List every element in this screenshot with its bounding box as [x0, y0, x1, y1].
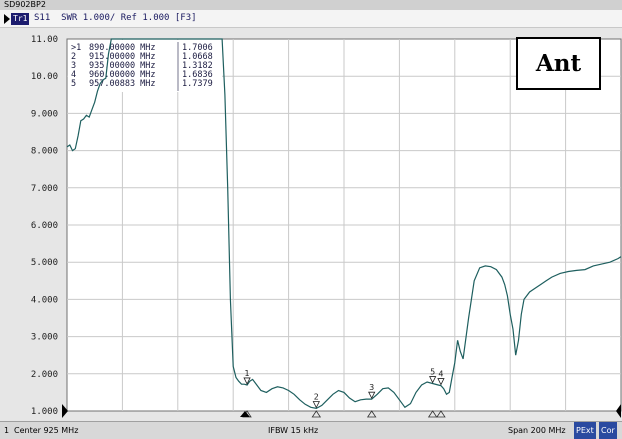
marker-axis-indicator	[436, 410, 446, 418]
marker-table: >1 890.00000 MHz 1.7006 2 915.00000 MHz 1.066…	[71, 42, 213, 91]
trace-settings[interactable]: S11 SWR 1.000/ Ref 1.000 [F3]	[34, 13, 197, 23]
marker-triangle	[243, 377, 251, 385]
marker-label: 3	[369, 383, 374, 392]
center-frequency[interactable]: Center 925 MHz	[14, 426, 79, 435]
y-tick-label: 6.000	[31, 221, 58, 231]
marker-axis-indicator	[366, 410, 377, 418]
marker-id: 5	[71, 79, 76, 89]
marker-frequency: 915.00000 MHz	[89, 52, 156, 62]
y-tick-label: 11.00	[31, 35, 58, 45]
marker-axis-indicator	[311, 410, 322, 418]
channel-number: 1	[4, 426, 10, 435]
marker-value: 1.0668	[182, 52, 213, 62]
marker-table-row: 5 957.00883 MHz 1.7379	[71, 79, 213, 89]
marker-triangle	[437, 378, 445, 386]
marker-frequency: 960.00000 MHz	[89, 70, 156, 80]
marker-triangle	[429, 376, 437, 384]
window-title: SD902BP2	[0, 0, 622, 10]
y-tick-labels: 11.00 10.00 9.000 8.000 7.000 6.000 5.000 4.000…	[31, 35, 58, 417]
marker-frequency: 957.00883 MHz	[89, 79, 156, 89]
y-tick-label: 7.000	[31, 184, 58, 194]
s11-swr-trace	[66, 38, 622, 410]
y-tick-label: 8.000	[31, 147, 58, 157]
active-marker-icon[interactable]	[240, 411, 250, 417]
marker-label: 2	[314, 393, 319, 402]
y-tick-label: 4.000	[31, 295, 58, 305]
marker-table-row: 2 915.00000 MHz 1.0668	[71, 52, 213, 62]
ref-level-left-icon[interactable]	[62, 404, 68, 418]
marker-label: 4	[438, 370, 443, 379]
trace-header: Tr1 S11 SWR 1.000/ Ref 1.000 [F3]	[0, 10, 622, 28]
pext-badge: PExt	[574, 422, 596, 439]
marker-value: 1.7379	[182, 79, 213, 89]
y-tick-label: 1.000	[31, 407, 58, 417]
marker-id: 4	[71, 70, 76, 80]
y-tick-label: 9.000	[31, 109, 58, 119]
marker-triangle	[312, 401, 320, 409]
y-tick-label: 10.00	[31, 72, 58, 82]
ifbw-setting[interactable]: IFBW 15 kHz	[268, 426, 319, 435]
marker-id: >1	[71, 43, 81, 53]
marker-value: 1.3182	[182, 61, 213, 71]
y-tick-label: 5.000	[31, 258, 58, 268]
span-setting[interactable]: Span 200 MHz	[508, 426, 566, 435]
y-tick-label: 2.000	[31, 370, 58, 380]
active-trace-arrow-icon	[4, 14, 10, 24]
trace-badge[interactable]: Tr1	[11, 13, 30, 25]
marker-axis-indicator	[427, 410, 438, 418]
marker-table-row: 4 960.00000 MHz 1.6836	[71, 70, 213, 80]
y-tick-label: 3.000	[31, 333, 58, 343]
marker-value: 1.6836	[182, 70, 213, 80]
marker-triangle	[368, 391, 376, 400]
marker-label: 1	[245, 369, 250, 378]
marker-table-row: >1 890.00000 MHz 1.7006	[71, 43, 213, 53]
marker-id: 2	[71, 52, 76, 62]
status-bar: 1 Center 925 MHz IFBW 15 kHz Span 200 MH…	[0, 421, 622, 439]
correction-badge: Cor	[599, 422, 617, 439]
annotation-ant: Ant	[516, 37, 601, 90]
marker-value: 1.7006	[182, 43, 213, 53]
ref-level-right-icon[interactable]	[616, 404, 621, 418]
marker-table-background	[68, 40, 222, 92]
marker-table-row: 3 935.00000 MHz 1.3182	[71, 61, 213, 71]
swr-plot: 11.00 10.00 9.000 8.000 7.000 6.000 5.000 4.000…	[0, 28, 622, 421]
marker-frequency: 935.00000 MHz	[89, 61, 156, 71]
marker-label: 5	[430, 368, 435, 377]
marker-frequency: 890.00000 MHz	[89, 43, 156, 53]
marker-id: 3	[71, 61, 76, 71]
